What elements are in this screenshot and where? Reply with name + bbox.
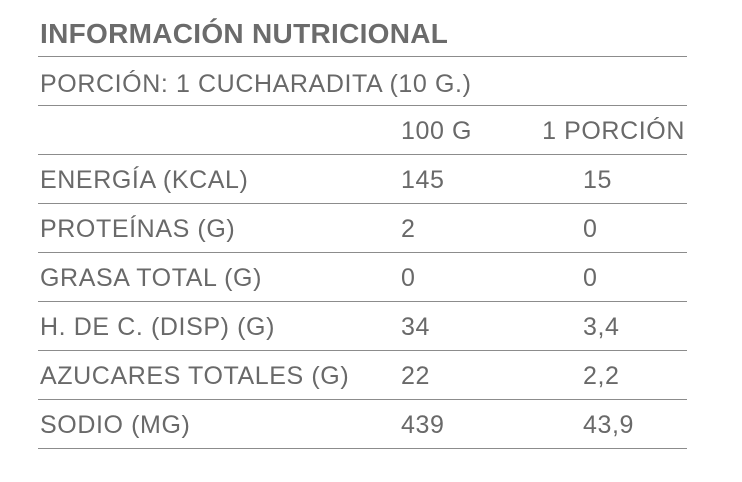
nutrient-value-per-portion: 0 <box>583 264 598 292</box>
serving-size-row: PORCIÓN: 1 CUCHARADITA (10 G.) <box>38 57 687 106</box>
nutrient-value-per-100g: 22 <box>401 362 431 390</box>
nutrient-label: PROTEÍNAS (G) <box>40 215 236 243</box>
nutrient-value-per-100g: 2 <box>401 215 416 243</box>
nutrient-value-per-100g: 439 <box>401 411 445 439</box>
nutrient-value-per-100g: 0 <box>401 264 416 292</box>
nutrient-row-sodium: SODIO (MG) 439 43,9 <box>38 400 687 449</box>
serving-size-text: PORCIÓN: 1 CUCHARADITA (10 G.) <box>40 70 472 98</box>
nutrient-value-per-100g: 34 <box>401 313 431 341</box>
nutrient-value-per-100g: 145 <box>401 166 445 194</box>
nutrient-row-protein: PROTEÍNAS (G) 2 0 <box>38 204 687 253</box>
nutrient-label: ENERGÍA (KCAL) <box>40 166 249 194</box>
nutrient-value-per-portion: 3,4 <box>583 313 620 341</box>
nutrient-label: GRASA TOTAL (G) <box>40 264 263 292</box>
nutrient-value-per-portion: 43,9 <box>583 411 635 439</box>
nutrient-row-carbohydrates: H. DE C. (DISP) (G) 34 3,4 <box>38 302 687 351</box>
nutrient-value-per-portion: 0 <box>583 215 598 243</box>
nutrient-value-per-portion: 2,2 <box>583 362 620 390</box>
column-header-row: 100 G 1 PORCIÓN <box>38 106 687 155</box>
nutrient-label: SODIO (MG) <box>40 411 191 439</box>
panel-title: INFORMACIÓN NUTRICIONAL <box>38 12 687 57</box>
nutrient-label: H. DE C. (DISP) (G) <box>40 313 276 341</box>
nutrient-row-total-sugars: AZUCARES TOTALES (G) 22 2,2 <box>38 351 687 400</box>
column-header-per-100g: 100 G <box>401 117 473 145</box>
nutrient-row-total-fat: GRASA TOTAL (G) 0 0 <box>38 253 687 302</box>
nutrition-facts-panel: INFORMACIÓN NUTRICIONAL PORCIÓN: 1 CUCHA… <box>38 12 687 449</box>
nutrient-row-energy: ENERGÍA (KCAL) 145 15 <box>38 155 687 204</box>
column-header-per-portion: 1 PORCIÓN <box>542 117 685 145</box>
nutrient-label: AZUCARES TOTALES (G) <box>40 362 350 390</box>
nutrient-value-per-portion: 15 <box>583 166 613 194</box>
